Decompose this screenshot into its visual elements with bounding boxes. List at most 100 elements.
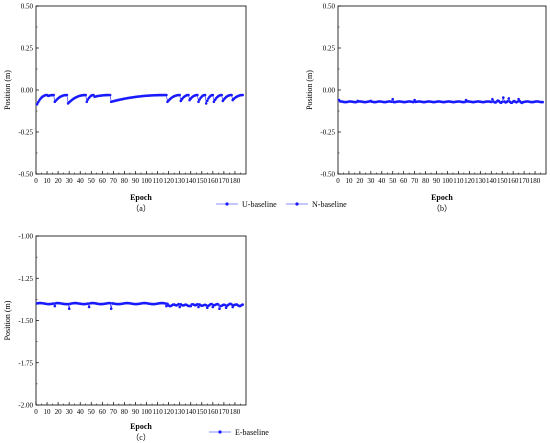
data-point (506, 99, 510, 103)
x-tick-label: 170 (519, 177, 530, 185)
data-point (164, 302, 167, 305)
data-point (490, 100, 493, 104)
data-point (204, 102, 208, 105)
y-tick-label: -0.50 (18, 171, 33, 179)
legend-item: E-baseline (209, 428, 269, 437)
x-tick-label: 130 (174, 408, 185, 416)
x-tick-label: 20 (55, 408, 63, 416)
data-point (66, 302, 70, 306)
data-point (206, 99, 209, 102)
x-tick-label: 140 (185, 177, 196, 185)
data-point (500, 100, 504, 104)
data-point (204, 304, 208, 307)
x-tick-label: 60 (400, 177, 408, 185)
data-point (203, 93, 207, 97)
x-tick-label: 30 (66, 408, 74, 416)
data-point (230, 93, 233, 97)
x-tick-label: 90 (132, 177, 140, 185)
series-N-baseline (337, 96, 544, 105)
data-point (86, 302, 90, 305)
x-tick-label: 50 (389, 177, 397, 185)
x-tick-label: 150 (497, 177, 508, 185)
data-point (241, 93, 244, 97)
data-point (412, 100, 415, 104)
legend-label: E-baseline (235, 428, 269, 437)
data-point (212, 100, 216, 104)
x-tick-label: 70 (411, 177, 419, 185)
x-axis-label: Epoch (431, 193, 453, 202)
plot-frame (337, 5, 547, 175)
x-tick-label: 80 (422, 177, 430, 185)
x-tick-label: 0 (34, 177, 38, 185)
data-point (220, 93, 223, 97)
data-point (230, 303, 233, 306)
x-tick-label: 140 (185, 408, 196, 416)
data-point (502, 96, 505, 99)
data-point (211, 93, 215, 97)
legend-marker (218, 430, 222, 434)
x-tick-label: 70 (110, 408, 118, 416)
legend-item: U-baseline (216, 200, 277, 209)
x-tick-label: 100 (141, 408, 152, 416)
y-axis-label: Position (m) (305, 70, 314, 110)
data-point (211, 305, 215, 309)
x-tick-label: 150 (197, 408, 208, 416)
data-point (165, 93, 168, 97)
x-tick-label: 80 (121, 408, 129, 416)
data-point (390, 100, 393, 103)
x-tick-label: 40 (77, 408, 85, 416)
x-tick-label: 120 (163, 408, 174, 416)
data-point (197, 305, 200, 309)
data-point (516, 100, 519, 104)
y-tick-label: 0.00 (323, 87, 336, 95)
chart-panel-a: 0 10 20 30 40 50 60 70 80 90 100 110 120 130 140 150 160… (3, 3, 247, 213)
x-tick-label: 180 (230, 177, 241, 185)
y-tick-label: -1.75 (18, 359, 33, 367)
data-point (541, 100, 544, 104)
y-axis-label: Position (m) (3, 300, 12, 340)
x-tick-label: 10 (345, 177, 353, 185)
x-tick-label: 180 (230, 408, 241, 416)
x-tick-label: 140 (486, 177, 497, 185)
x-tick-label: 150 (197, 177, 208, 185)
y-tick-label: 0.25 (21, 45, 34, 53)
x-tick-label: 90 (433, 177, 441, 185)
x-tick-label: 0 (34, 408, 38, 416)
x-tick-label: 70 (110, 177, 118, 185)
data-point (241, 303, 244, 306)
data-point (218, 307, 221, 311)
data-point (517, 97, 520, 101)
x-tick-label: 50 (88, 408, 96, 416)
x-tick-label: 160 (208, 408, 219, 416)
legend-marker (295, 202, 299, 206)
legend-label: U-baseline (242, 200, 277, 209)
y-tick-label: -0.50 (320, 171, 335, 179)
series-U-baseline (35, 93, 244, 106)
legend-marker (225, 202, 229, 206)
data-point (391, 97, 395, 101)
x-tick-label: 50 (88, 177, 96, 185)
plot-frame (35, 235, 247, 406)
x-tick-label: 120 (163, 177, 174, 185)
x-tick-label: 30 (367, 177, 375, 185)
x-tick-label: 100 (442, 177, 453, 185)
data-point (52, 93, 55, 97)
chart-panel-b: 0 10 20 30 40 50 60 70 80 90 100 110 120 130 140 150 160… (305, 3, 547, 213)
x-axis-label: Epoch (130, 193, 152, 202)
x-tick-label: 170 (219, 408, 230, 416)
x-tick-label: 110 (453, 177, 464, 185)
legend-label: N-baseline (312, 200, 347, 209)
x-tick-label: 130 (174, 177, 185, 185)
x-tick-label: 120 (464, 177, 475, 185)
data-point (196, 93, 199, 97)
x-tick-label: 110 (152, 408, 163, 416)
data-point (178, 93, 181, 97)
data-point (177, 302, 180, 306)
plot-frame (35, 5, 247, 175)
y-tick-label: -2.00 (18, 402, 33, 410)
x-tick-label: 0 (336, 177, 340, 185)
y-tick-label: -0.25 (18, 129, 33, 137)
data-point (53, 304, 57, 308)
data-point (108, 93, 112, 97)
data-point (507, 97, 511, 100)
